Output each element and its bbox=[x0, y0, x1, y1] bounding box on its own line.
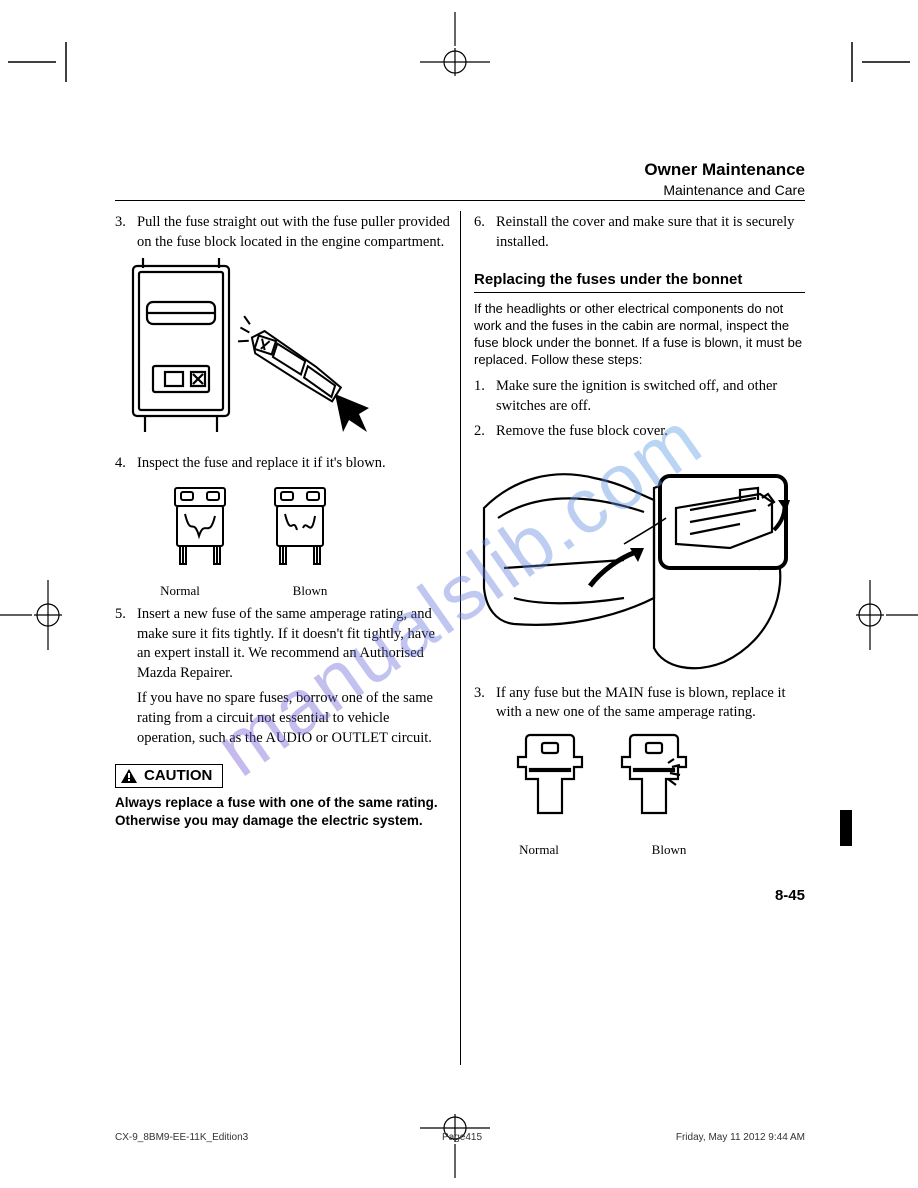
crop-mark-top-right bbox=[830, 42, 910, 82]
label-cart-normal: Normal bbox=[474, 841, 604, 859]
label-mini-normal: Normal bbox=[115, 582, 245, 600]
header-category: Owner Maintenance bbox=[115, 160, 805, 180]
caution-body: Always replace a fuse with one of the sa… bbox=[115, 794, 450, 829]
header-subcategory: Maintenance and Care bbox=[115, 182, 805, 198]
subhead-bonnet: Replacing the fuses under the bonnet bbox=[474, 270, 805, 290]
caution-label: CAUTION bbox=[144, 766, 212, 786]
right-step1-num: 1. bbox=[474, 377, 496, 416]
left-step4-body: Inspect the fuse and replace it if it's … bbox=[137, 454, 450, 474]
subhead-underline bbox=[474, 292, 805, 293]
page-root: Owner Maintenance Maintenance and Care 3… bbox=[0, 0, 918, 1188]
fig-mini-fuse: Normal Blown bbox=[115, 480, 450, 600]
left-step4-num: 4. bbox=[115, 454, 137, 474]
left-step3-num: 3. bbox=[115, 213, 137, 252]
right-step2: 2. Remove the fuse block cover. bbox=[474, 422, 805, 442]
right-step1-body: Make sure the ignition is switched off, … bbox=[496, 377, 805, 416]
header-rule bbox=[115, 200, 805, 201]
crop-mark-top-center bbox=[400, 12, 510, 92]
label-cart-blown: Blown bbox=[604, 841, 734, 859]
crop-mark-left-center bbox=[0, 560, 88, 670]
fig-fuse-puller bbox=[115, 258, 450, 448]
right-step1: 1. Make sure the ignition is switched of… bbox=[474, 377, 805, 416]
right-column: 6. Reinstall the cover and make sure tha… bbox=[460, 205, 805, 1065]
left-step4: 4. Inspect the fuse and replace it if it… bbox=[115, 454, 450, 474]
left-step5-cont: If you have no spare fuses, borrow one o… bbox=[115, 689, 450, 748]
crop-mark-top-left bbox=[8, 42, 88, 82]
content-area: Owner Maintenance Maintenance and Care 3… bbox=[115, 160, 805, 1080]
left-step5-body: Insert a new fuse of the same amperage r… bbox=[137, 605, 450, 683]
left-step5-num: 5. bbox=[115, 605, 137, 683]
right-step2-body: Remove the fuse block cover. bbox=[496, 422, 805, 442]
right-note: If the headlights or other electrical co… bbox=[474, 301, 805, 369]
footer: CX-9_8BM9-EE-11K_Edition3 Page415 Friday… bbox=[115, 1132, 805, 1143]
arrow-pull-icon bbox=[335, 394, 369, 432]
right-step6: 6. Reinstall the cover and make sure tha… bbox=[474, 213, 805, 252]
left-step3: 3. Pull the fuse straight out with the f… bbox=[115, 213, 450, 252]
right-step6-num: 6. bbox=[474, 213, 496, 252]
left-step5: 5. Insert a new fuse of the same amperag… bbox=[115, 605, 450, 683]
fig-engine-bay bbox=[474, 448, 805, 678]
fig-cartridge-fuse: Normal Blown bbox=[474, 729, 805, 859]
page-number: 8-45 bbox=[474, 886, 805, 906]
warning-icon bbox=[120, 768, 138, 784]
left-step5-text: Insert a new fuse of the same amperage r… bbox=[137, 606, 435, 681]
label-mini-blown: Blown bbox=[245, 582, 375, 600]
footer-right: Page415 bbox=[442, 1132, 482, 1143]
right-step3-body: If any fuse but the MAIN fuse is blown, … bbox=[496, 684, 805, 723]
left-step3-body: Pull the fuse straight out with the fuse… bbox=[137, 213, 450, 252]
right-step6-body: Reinstall the cover and make sure that i… bbox=[496, 213, 805, 252]
crop-mark-right-center bbox=[830, 560, 918, 670]
footer-date: Friday, May 11 2012 9:44 AM bbox=[676, 1132, 805, 1143]
column-divider bbox=[460, 211, 461, 1065]
caution-box: CAUTION bbox=[115, 764, 223, 788]
right-step3: 3. If any fuse but the MAIN fuse is blow… bbox=[474, 684, 805, 723]
side-tab bbox=[840, 810, 852, 846]
footer-left: CX-9_8BM9-EE-11K_Edition3 bbox=[115, 1132, 248, 1143]
right-step2-num: 2. bbox=[474, 422, 496, 442]
right-step3-num: 3. bbox=[474, 684, 496, 723]
left-column: 3. Pull the fuse straight out with the f… bbox=[115, 205, 460, 1065]
